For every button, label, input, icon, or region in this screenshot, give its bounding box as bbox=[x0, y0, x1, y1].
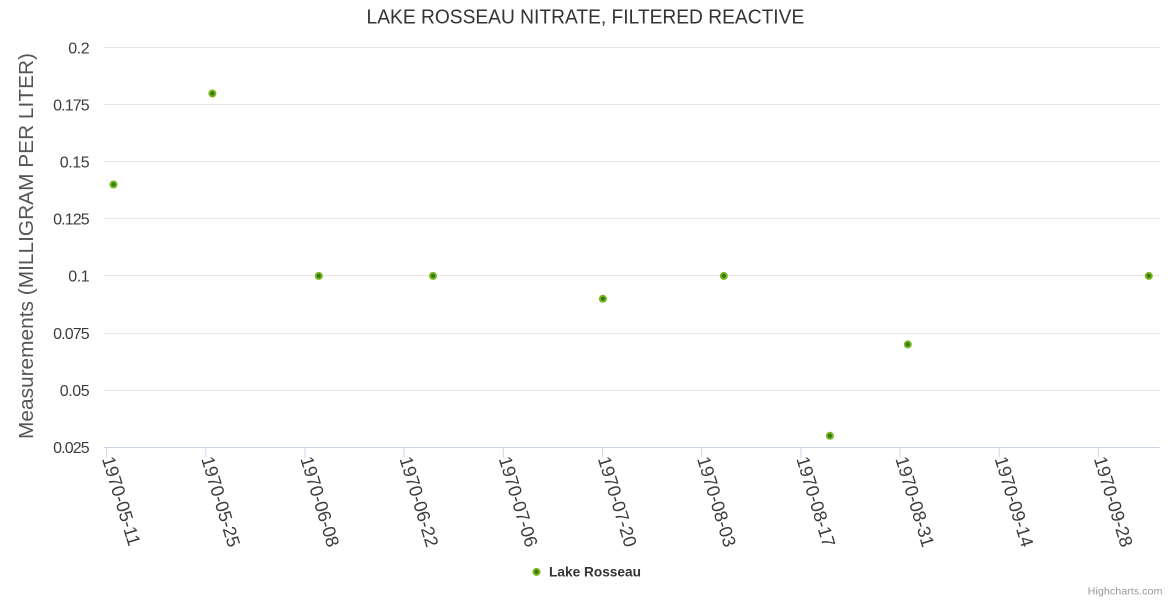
svg-text:0.175: 0.175 bbox=[53, 97, 90, 114]
svg-text:0.1: 0.1 bbox=[68, 269, 90, 286]
svg-text:0.15: 0.15 bbox=[60, 155, 90, 172]
svg-text:0.125: 0.125 bbox=[53, 212, 90, 229]
svg-text:0.075: 0.075 bbox=[53, 326, 90, 343]
svg-text:0.05: 0.05 bbox=[60, 383, 90, 400]
svg-text:0.025: 0.025 bbox=[53, 440, 90, 457]
svg-text:0.2: 0.2 bbox=[68, 40, 90, 57]
svg-text:LAKE ROSSEAU NITRATE, FILTERED: LAKE ROSSEAU NITRATE, FILTERED REACTIVE bbox=[367, 5, 805, 28]
svg-text:Lake Rosseau: Lake Rosseau bbox=[549, 564, 641, 580]
svg-text:Measurements (MILLIGRAM PER LI: Measurements (MILLIGRAM PER LITER) bbox=[16, 53, 38, 439]
svg-text:Highcharts.com: Highcharts.com bbox=[1088, 587, 1163, 598]
